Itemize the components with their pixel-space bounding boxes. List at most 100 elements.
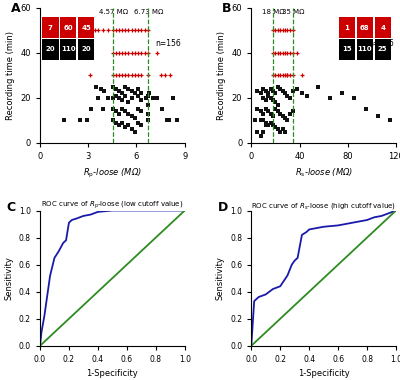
Point <box>294 86 300 92</box>
Point <box>284 117 291 124</box>
Point <box>100 27 106 33</box>
Point <box>135 106 141 112</box>
Point <box>145 92 152 98</box>
Point <box>265 108 271 114</box>
Point <box>290 50 297 56</box>
Point <box>110 27 117 33</box>
Point <box>77 117 83 124</box>
Point <box>270 113 276 119</box>
Point <box>275 126 281 132</box>
Point <box>258 133 264 139</box>
Point <box>132 90 138 96</box>
Point <box>280 50 286 56</box>
Point <box>280 27 286 33</box>
Point <box>252 117 258 124</box>
Text: 18 MΩ: 18 MΩ <box>262 9 284 15</box>
Point <box>277 128 284 135</box>
Point <box>122 108 128 114</box>
Point <box>110 95 117 101</box>
Point <box>116 88 122 94</box>
X-axis label: $R_\mathrm{s}$-loose (MΩ): $R_\mathrm{s}$-loose (MΩ) <box>294 166 353 179</box>
Point <box>260 128 266 135</box>
Point <box>110 106 117 112</box>
Point <box>116 122 122 128</box>
Point <box>275 50 281 56</box>
Point <box>272 99 279 105</box>
Point <box>284 92 291 98</box>
Point <box>132 90 138 96</box>
Point <box>119 97 125 103</box>
Point <box>135 50 141 56</box>
Point <box>122 124 128 130</box>
Point <box>277 111 284 117</box>
Point <box>146 90 152 96</box>
Point <box>267 95 274 101</box>
Point <box>287 95 293 101</box>
Point <box>258 90 264 96</box>
Point <box>284 50 291 56</box>
Point <box>262 88 269 94</box>
X-axis label: 1-Specificity: 1-Specificity <box>86 369 138 378</box>
Point <box>119 27 125 33</box>
Point <box>128 27 135 33</box>
Point <box>270 27 276 33</box>
Point <box>138 27 144 33</box>
Point <box>138 97 144 103</box>
Point <box>254 128 260 135</box>
Point <box>135 120 141 126</box>
Point <box>125 27 132 33</box>
Point <box>138 108 144 114</box>
Point <box>375 113 381 119</box>
Point <box>270 72 276 78</box>
Y-axis label: Recording time (min): Recording time (min) <box>6 31 15 120</box>
Text: 35 MΩ: 35 MΩ <box>282 9 305 15</box>
Point <box>110 84 117 90</box>
Point <box>272 72 279 78</box>
Point <box>112 120 119 126</box>
Point <box>282 115 288 121</box>
Point <box>162 72 169 78</box>
Text: 6.73 MΩ: 6.73 MΩ <box>134 9 163 15</box>
Point <box>270 122 276 128</box>
Point <box>135 86 141 92</box>
Point <box>104 95 111 101</box>
Point <box>125 111 132 117</box>
Point <box>145 117 152 124</box>
Point <box>275 27 281 33</box>
Point <box>294 50 300 56</box>
Point <box>282 90 288 96</box>
Point <box>287 50 293 56</box>
Point <box>272 50 279 56</box>
Point <box>170 95 177 101</box>
Point <box>299 72 305 78</box>
Point <box>254 106 260 112</box>
Point <box>119 50 125 56</box>
Text: C: C <box>7 201 16 214</box>
Point <box>277 50 284 56</box>
Point <box>272 124 279 130</box>
Point <box>119 72 125 78</box>
Point <box>267 86 274 92</box>
X-axis label: 1-Specificity: 1-Specificity <box>298 369 350 378</box>
Point <box>135 72 141 78</box>
Point <box>270 50 276 56</box>
Point <box>275 84 281 90</box>
Point <box>272 90 279 96</box>
Point <box>119 90 125 96</box>
Point <box>314 84 321 90</box>
Point <box>125 72 132 78</box>
Point <box>262 97 269 103</box>
Point <box>128 113 135 119</box>
Point <box>132 50 138 56</box>
Point <box>138 50 144 56</box>
Point <box>135 27 141 33</box>
Y-axis label: Sensitivity: Sensitivity <box>4 256 13 300</box>
Point <box>110 50 117 56</box>
Point <box>141 50 148 56</box>
Point <box>112 27 119 33</box>
Point <box>290 27 297 33</box>
Point <box>166 117 172 124</box>
Point <box>119 106 125 112</box>
Point <box>280 126 286 132</box>
Point <box>138 72 144 78</box>
